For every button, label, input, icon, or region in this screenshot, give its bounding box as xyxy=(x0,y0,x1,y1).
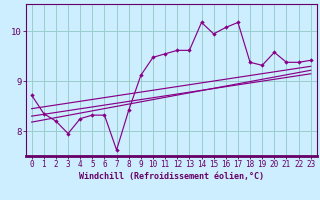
Point xyxy=(102,114,107,117)
Point xyxy=(29,94,34,97)
Point xyxy=(90,114,95,117)
Point xyxy=(199,21,204,24)
Point xyxy=(296,61,301,64)
Point xyxy=(163,52,168,55)
Point xyxy=(211,32,216,36)
Point xyxy=(236,21,241,24)
Point xyxy=(114,148,119,152)
Point xyxy=(138,74,143,77)
Point xyxy=(41,112,46,115)
Point xyxy=(150,56,156,59)
Point xyxy=(78,117,83,120)
Point xyxy=(260,64,265,67)
Point xyxy=(223,26,228,29)
X-axis label: Windchill (Refroidissement éolien,°C): Windchill (Refroidissement éolien,°C) xyxy=(79,172,264,181)
Point xyxy=(175,49,180,52)
Point xyxy=(272,51,277,54)
Point xyxy=(308,59,313,62)
Point xyxy=(126,109,131,112)
Point xyxy=(66,132,71,135)
Point xyxy=(53,120,59,123)
Point xyxy=(284,61,289,64)
Point xyxy=(187,49,192,52)
Point xyxy=(247,61,252,64)
